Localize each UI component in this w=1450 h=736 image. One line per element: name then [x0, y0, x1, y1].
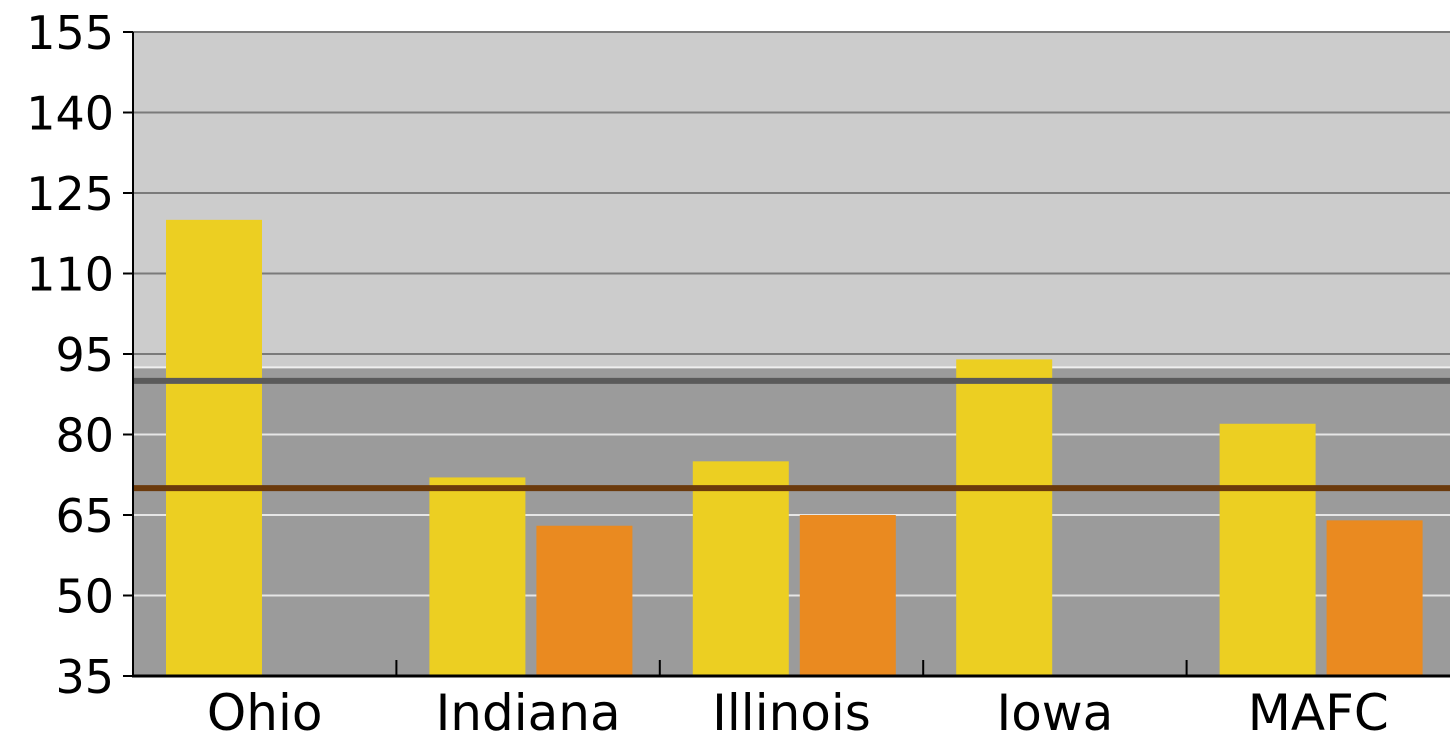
bar-mafc-series-1	[1219, 423, 1316, 676]
y-tick-label-95: 95	[55, 328, 114, 382]
x-axis-category-labels: Ohio Indiana Illinois Iowa MAFC	[207, 684, 1389, 736]
bar-iowa-series-1	[956, 359, 1053, 676]
y-tick-label-155: 155	[26, 6, 114, 60]
y-tick-label-140: 140	[26, 87, 114, 141]
x-label-indiana: Indiana	[436, 684, 621, 736]
bar-ohio-series-1	[166, 219, 262, 677]
x-label-iowa: Iowa	[996, 684, 1113, 736]
x-label-illinois: Illinois	[712, 684, 871, 736]
y-tick-label-35: 35	[55, 650, 114, 704]
y-tick-label-110: 110	[26, 248, 114, 302]
axes	[123, 31, 1450, 678]
bar-indiana-series-1	[429, 477, 526, 676]
y-tick-label-65: 65	[55, 489, 114, 543]
x-label-mafc: MAFC	[1248, 684, 1389, 736]
y-tick-label-50: 50	[55, 570, 114, 624]
x-label-ohio: Ohio	[207, 684, 323, 736]
y-tick-label-80: 80	[55, 409, 114, 463]
y-axis-tick-labels: 35 50 65 80 95 110 125 140 155	[26, 6, 114, 704]
bars	[166, 219, 1423, 677]
reference-lines	[133, 377, 1450, 492]
background-band-1	[133, 32, 1450, 368]
bar-indiana-series-2	[536, 525, 633, 676]
bar-mafc-series-2	[1326, 520, 1423, 676]
gridlines	[133, 31, 1450, 597]
y-tick-label-125: 125	[26, 167, 114, 221]
bar-illinois-series-1	[692, 461, 789, 676]
bar-illinois-series-2	[799, 515, 896, 676]
